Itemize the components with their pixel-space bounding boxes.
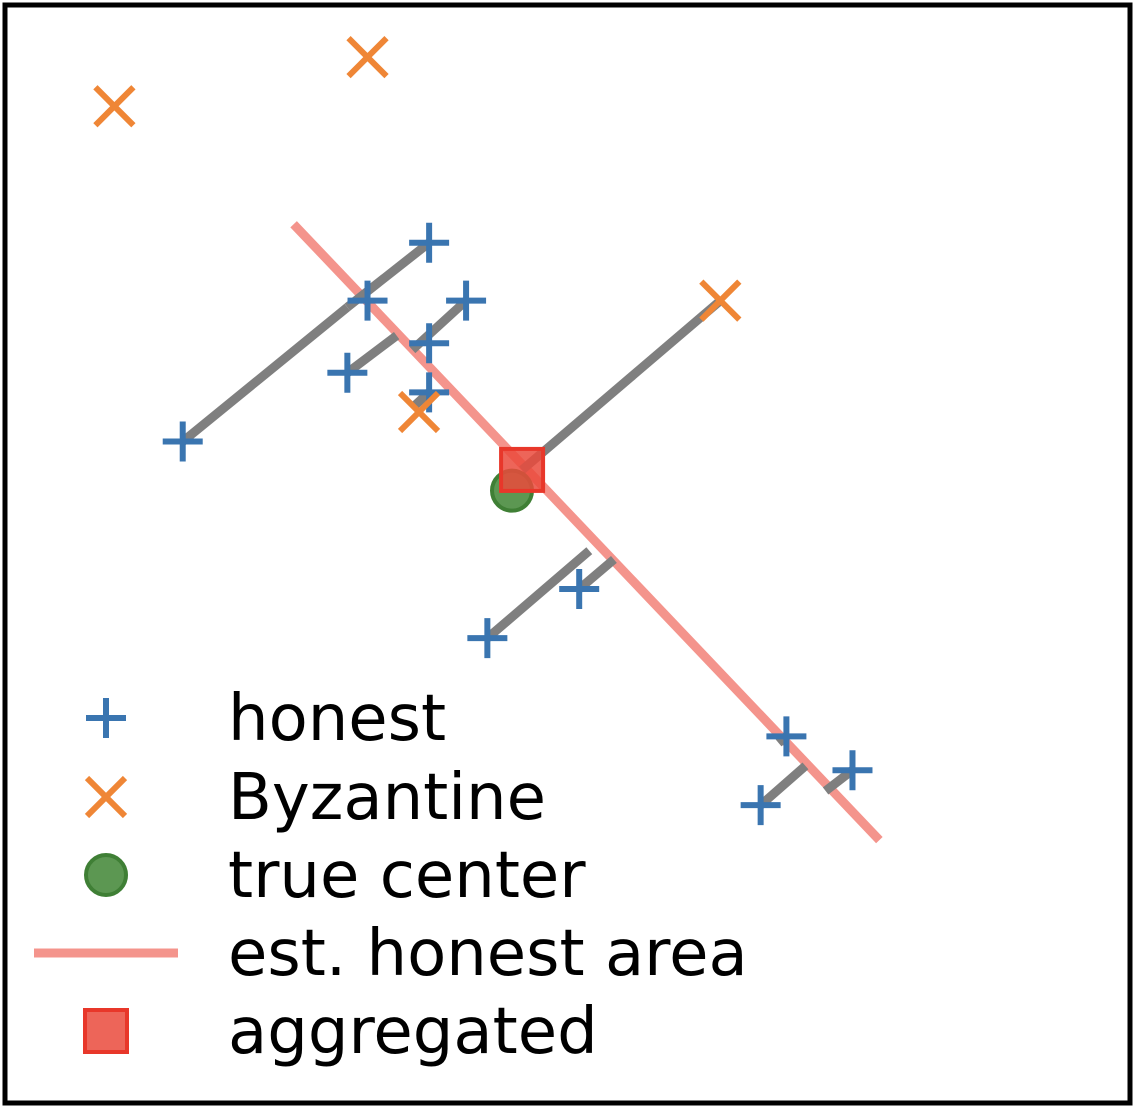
honest-point: [327, 352, 368, 393]
legend: honest Byzantine true center est. honest…: [34, 682, 748, 1069]
legend-label-aggregated: aggregated: [228, 995, 598, 1069]
legend-item-est-area: est. honest area: [34, 917, 748, 991]
projection-line: [519, 297, 724, 474]
aggregated-point: [499, 446, 546, 493]
byzantine-point: [93, 85, 136, 128]
honest-point: [409, 323, 450, 364]
legend-x-icon: [84, 775, 128, 819]
legend-item-true-center: true center: [84, 839, 586, 913]
honest-point: [832, 750, 873, 791]
honest-point: [409, 222, 450, 263]
honest-point: [740, 785, 781, 826]
legend-item-honest: honest: [86, 682, 446, 756]
legend-item-byzantine: Byzantine: [84, 761, 546, 835]
byzantine-point-stroke-b: [93, 85, 136, 128]
projection-line: [757, 762, 809, 809]
projection-line: [484, 547, 593, 642]
projection-line: [179, 303, 351, 446]
honest-point: [347, 280, 388, 321]
projection-line: [576, 556, 617, 593]
byzantine-point-stroke-b: [699, 279, 742, 322]
legend-label-honest: honest: [228, 682, 446, 756]
byzantine-point: [699, 279, 742, 322]
legend-label-true-center: true center: [228, 839, 586, 913]
legend-plus-marker: [86, 698, 126, 738]
projection-line: [344, 239, 432, 311]
legend-square-marker: [83, 1008, 129, 1054]
byzantine-point: [397, 390, 441, 434]
legend-circle-marker-shape: [84, 853, 128, 897]
byzantine-point: [346, 36, 389, 79]
aggregated-point-shape: [499, 446, 546, 493]
legend-label-byzantine: Byzantine: [228, 761, 546, 835]
legend-x-marker: [84, 775, 128, 819]
byzantine-point-stroke-b: [397, 390, 441, 434]
legend-item-aggregated: aggregated: [83, 995, 598, 1069]
legend-x-marker-stroke-b: [84, 775, 128, 819]
legend-square-marker-shape: [83, 1008, 129, 1054]
projection-line: [344, 332, 400, 377]
byzantine-point-stroke-b: [346, 36, 389, 79]
legend-square-icon: [83, 1008, 129, 1054]
projection-line: [822, 766, 856, 795]
honest-point: [162, 421, 203, 462]
legend-plus-icon: [86, 698, 126, 738]
honest-point: [766, 716, 807, 757]
legend-circle-icon: [84, 853, 128, 897]
legend-circle-marker: [84, 853, 128, 897]
honest-point: [446, 280, 487, 321]
honest-point: [559, 568, 600, 609]
points-layer: [93, 36, 873, 826]
honest-point: [467, 618, 508, 659]
legend-label-est-area: est. honest area: [228, 917, 748, 991]
